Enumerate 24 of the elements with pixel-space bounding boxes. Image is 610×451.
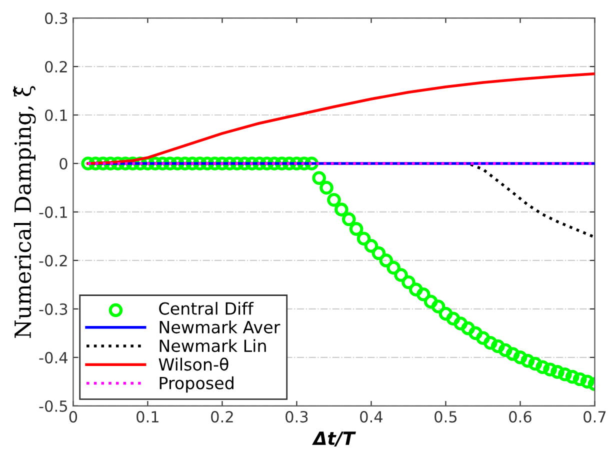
legend-label: Wilson-θ bbox=[158, 358, 228, 371]
x-tick-label: 0.6 bbox=[509, 411, 532, 423]
x-tick-label: 0.7 bbox=[584, 411, 606, 423]
legend-label: Newmark Lin bbox=[160, 339, 266, 352]
y-tick-label: -0.5 bbox=[39, 400, 68, 412]
x-tick-label: 0 bbox=[69, 411, 78, 423]
y-tick-label: -0.3 bbox=[39, 303, 68, 315]
y-tick-label: 0.3 bbox=[45, 12, 68, 24]
legend-label: Proposed bbox=[160, 376, 234, 393]
y-tick-label: 0.1 bbox=[45, 109, 67, 122]
y-tick-label: -0.1 bbox=[39, 206, 67, 218]
y-axis-title: Numerical Damping, ξ̂ bbox=[13, 86, 36, 338]
legend-label: Newmark Aver bbox=[160, 320, 280, 334]
x-tick-label: 0.4 bbox=[360, 411, 383, 423]
x-tick-label: 0.1 bbox=[136, 411, 158, 423]
y-tick-label: 0 bbox=[60, 158, 68, 170]
x-tick-label: 0.2 bbox=[211, 411, 233, 423]
legend-label: Central Diff bbox=[159, 302, 254, 315]
x-tick-label: 0.5 bbox=[434, 411, 457, 423]
x-tick-label: 0.3 bbox=[286, 411, 308, 423]
x-axis-title: Δt/T bbox=[312, 432, 356, 446]
y-tick-label: -0.4 bbox=[39, 352, 68, 364]
y-tick-label: -0.2 bbox=[39, 254, 67, 266]
y-tick-label: 0.2 bbox=[45, 60, 67, 73]
